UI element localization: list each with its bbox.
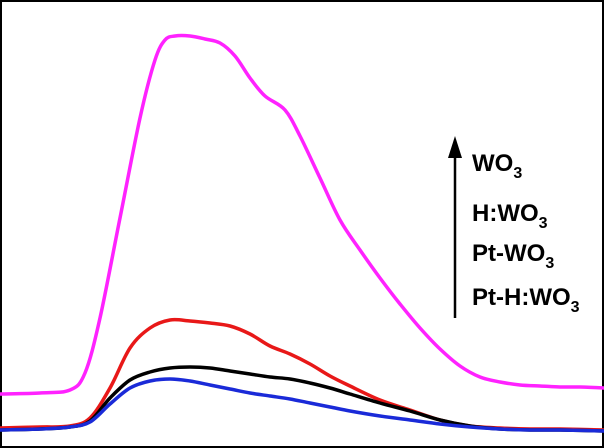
legend-entry-1-base: WO [472,150,513,177]
series-line-1 [0,33,604,396]
series-line-4 [0,377,604,433]
legend-arrow-head-icon [448,136,462,158]
legend-entry-2-sub: 3 [539,215,548,232]
legend: WO3 H:WO3 Pt-WO3 Pt-H:WO3 [448,136,580,318]
legend-entry-2-base: H:WO [472,200,539,227]
legend-entry-1: WO3 [472,150,522,182]
legend-entry-2: H:WO3 [472,200,548,232]
legend-entry-4-base: Pt-H:WO [472,284,571,311]
legend-entry-1-sub: 3 [513,165,522,182]
legend-entry-3-base: Pt-WO [472,240,545,267]
series-layer [0,33,604,433]
legend-entry-4-sub: 3 [571,299,580,316]
legend-entry-3-sub: 3 [545,255,554,272]
legend-entry-4: Pt-H:WO3 [472,284,580,316]
legend-entry-3: Pt-WO3 [472,240,554,272]
